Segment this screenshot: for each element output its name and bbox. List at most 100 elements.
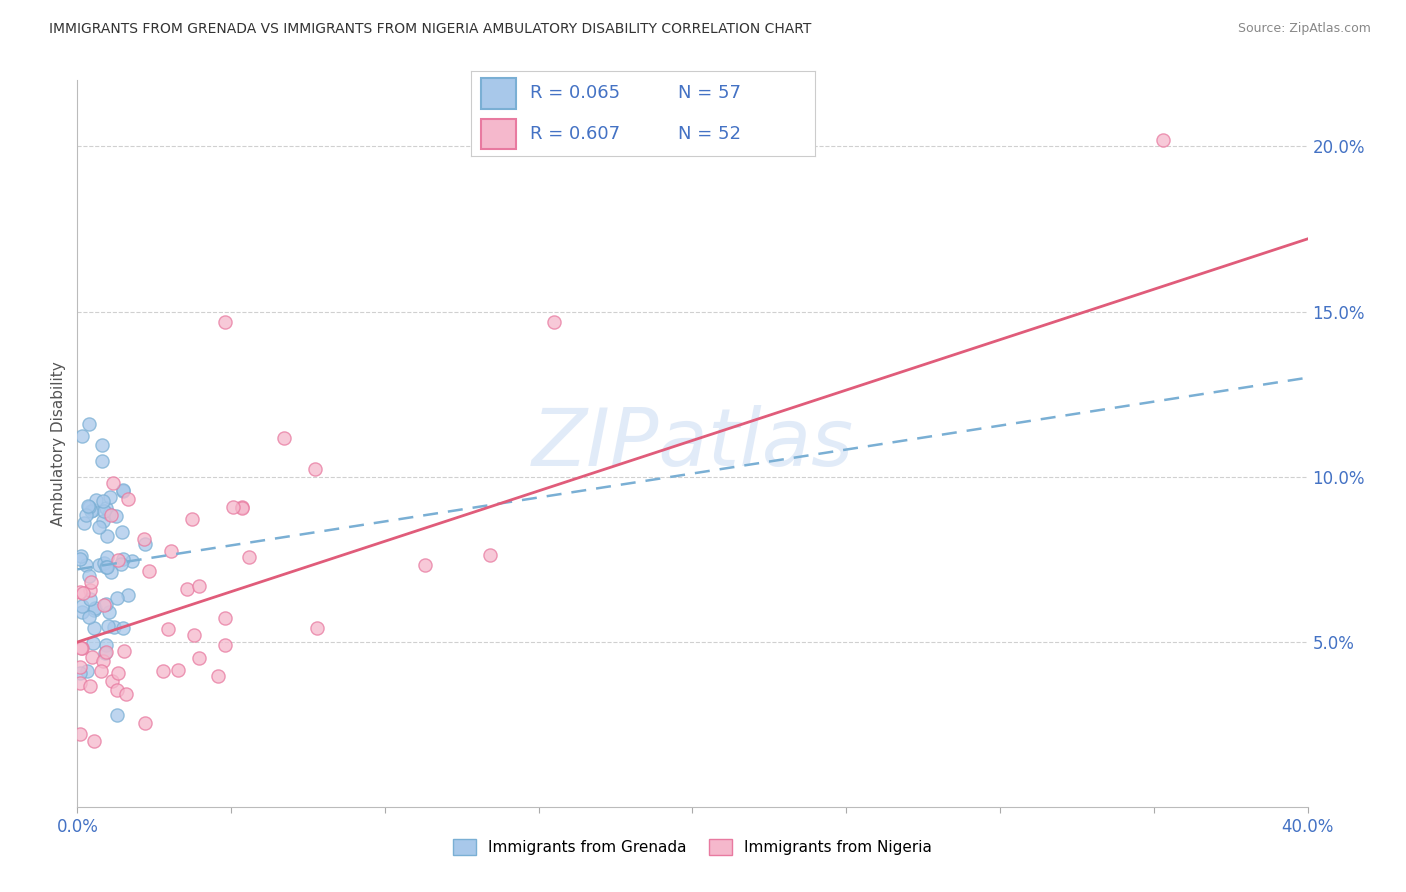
Point — [77, 500, 100, 515]
Point — [415, 558, 437, 573]
Point — [70, 599, 93, 613]
Point — [103, 476, 125, 491]
Text: Source: ZipAtlas.com: Source: ZipAtlas.com — [1237, 22, 1371, 36]
Point — [80, 574, 103, 589]
Point — [93, 556, 115, 570]
Point — [183, 628, 205, 642]
Point — [72, 585, 94, 599]
Point — [87, 558, 110, 572]
Point — [107, 708, 129, 723]
Point — [79, 583, 101, 598]
Point — [70, 605, 93, 619]
Point — [307, 621, 329, 635]
Point — [84, 493, 107, 508]
Point — [82, 650, 104, 665]
Point — [110, 557, 132, 571]
Point — [214, 611, 236, 625]
Text: ZIPatlas: ZIPatlas — [531, 405, 853, 483]
Point — [111, 483, 134, 497]
Point — [75, 558, 97, 572]
Point — [98, 606, 121, 620]
Point — [79, 592, 101, 607]
Point — [76, 500, 98, 514]
Point — [231, 500, 253, 515]
Point — [1152, 133, 1174, 147]
Legend: Immigrants from Grenada, Immigrants from Nigeria: Immigrants from Grenada, Immigrants from… — [447, 833, 938, 862]
Point — [87, 520, 110, 534]
Point — [152, 665, 174, 679]
Point — [111, 525, 134, 540]
Point — [104, 508, 127, 523]
Text: IMMIGRANTS FROM GRENADA VS IMMIGRANTS FROM NIGERIA AMBULATORY DISABILITY CORRELA: IMMIGRANTS FROM GRENADA VS IMMIGRANTS FR… — [49, 22, 811, 37]
Point — [96, 560, 118, 574]
Point — [167, 663, 190, 677]
Point — [100, 508, 122, 522]
Point — [70, 549, 93, 564]
Point — [214, 314, 236, 328]
Point — [77, 610, 100, 624]
Point — [84, 600, 107, 615]
Point — [101, 673, 124, 688]
Point — [273, 431, 295, 445]
Point — [103, 620, 125, 634]
Point — [207, 669, 229, 683]
Point — [111, 484, 134, 499]
Point — [77, 569, 100, 583]
Point — [181, 512, 204, 526]
Y-axis label: Ambulatory Disability: Ambulatory Disability — [51, 361, 66, 526]
Text: R = 0.065: R = 0.065 — [530, 85, 620, 103]
Point — [83, 603, 105, 617]
Point — [112, 644, 135, 658]
Point — [107, 666, 129, 681]
Point — [83, 734, 105, 748]
Point — [72, 429, 94, 443]
Point — [91, 438, 114, 452]
Point — [188, 650, 211, 665]
Point — [238, 549, 260, 564]
Point — [70, 640, 93, 655]
Point — [157, 622, 180, 636]
FancyBboxPatch shape — [481, 78, 516, 109]
Point — [96, 529, 118, 543]
Point — [96, 560, 118, 574]
Point — [94, 646, 117, 660]
Point — [115, 687, 138, 701]
Point — [105, 682, 128, 697]
Point — [160, 544, 183, 558]
Point — [134, 537, 156, 551]
Point — [304, 462, 326, 476]
Point — [69, 727, 91, 741]
Point — [69, 660, 91, 674]
Point — [75, 508, 97, 523]
Point — [80, 504, 103, 518]
Point — [112, 552, 135, 566]
Point — [222, 500, 245, 514]
Point — [90, 665, 112, 679]
Point — [111, 621, 134, 635]
Point — [176, 582, 198, 596]
Point — [79, 679, 101, 693]
Text: R = 0.607: R = 0.607 — [530, 125, 620, 143]
Point — [69, 551, 91, 566]
Point — [91, 654, 114, 668]
Point — [105, 591, 128, 605]
Text: N = 57: N = 57 — [678, 85, 741, 103]
Point — [98, 508, 121, 522]
Point — [98, 491, 121, 505]
Point — [69, 584, 91, 599]
Point — [90, 454, 112, 468]
Point — [72, 641, 94, 656]
Point — [138, 564, 160, 578]
Point — [96, 645, 118, 659]
Point — [94, 597, 117, 611]
Text: N = 52: N = 52 — [678, 125, 741, 143]
Point — [72, 516, 94, 530]
Point — [76, 665, 98, 679]
Point — [478, 549, 501, 563]
Point — [91, 493, 114, 508]
Point — [93, 514, 115, 528]
Point — [117, 588, 139, 602]
Point — [100, 565, 122, 579]
Point — [93, 504, 115, 518]
Point — [83, 621, 105, 635]
